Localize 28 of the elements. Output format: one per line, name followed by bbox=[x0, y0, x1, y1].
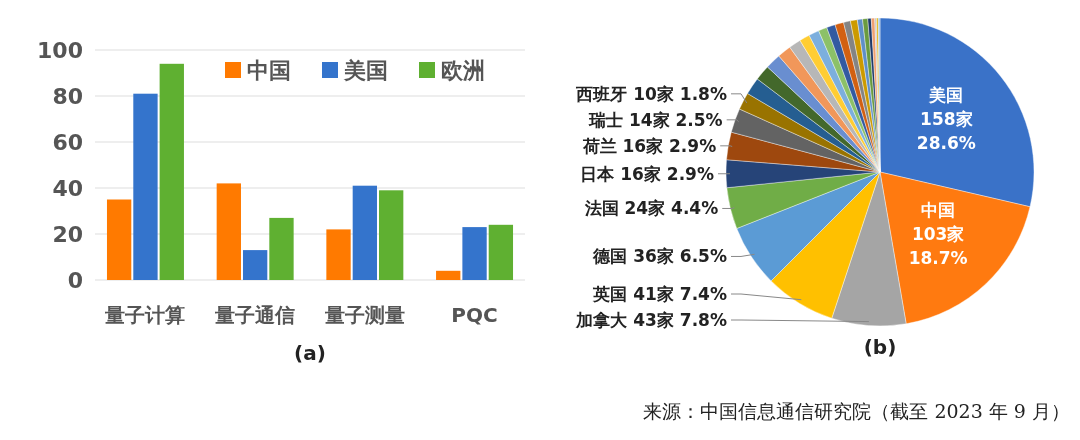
slice-label: 法国 24家 4.4% bbox=[583, 198, 719, 219]
legend-label: 中国 bbox=[247, 57, 291, 83]
slice-label: 中国 bbox=[921, 199, 956, 220]
x-tick-label: 量子测量 bbox=[323, 303, 405, 327]
x-tick-label: 量子计算 bbox=[104, 303, 186, 327]
slice-label: 德国 36家 6.5% bbox=[592, 246, 727, 267]
y-tick-label: 60 bbox=[52, 129, 83, 155]
slice-label: 西班牙 10家 1.8% bbox=[575, 83, 727, 104]
slice-label: 英国 41家 7.4% bbox=[592, 283, 727, 304]
source-note: 来源：中国信息通信研究院（截至 2023 年 9 月） bbox=[643, 400, 1070, 422]
y-tick-label: 100 bbox=[37, 37, 83, 63]
slice-label: 瑞士 14家 2.5% bbox=[588, 109, 723, 130]
slice-label: 荷兰 16家 2.9% bbox=[581, 135, 717, 156]
legend-label: 美国 bbox=[343, 57, 388, 83]
slice-label: 加拿大 43家 7.8% bbox=[575, 309, 727, 330]
data-label: 103家 18.7% bbox=[908, 223, 968, 268]
x-tick-label: 量子通信 bbox=[214, 303, 296, 327]
legend-label: 欧洲 bbox=[441, 57, 485, 83]
x-tick-label: PQC bbox=[451, 303, 498, 327]
y-tick-label: 40 bbox=[52, 175, 83, 201]
slice-label: 日本 16家 2.9% bbox=[580, 163, 715, 184]
y-tick-label: 80 bbox=[52, 83, 83, 109]
slice-label: 美国 bbox=[928, 85, 964, 106]
text: (a) bbox=[294, 341, 326, 365]
data-label: 158家 28.6% bbox=[916, 109, 976, 154]
text: (b) bbox=[863, 335, 897, 359]
y-tick-label: 0 bbox=[67, 267, 83, 293]
y-tick-label: 20 bbox=[52, 221, 83, 247]
